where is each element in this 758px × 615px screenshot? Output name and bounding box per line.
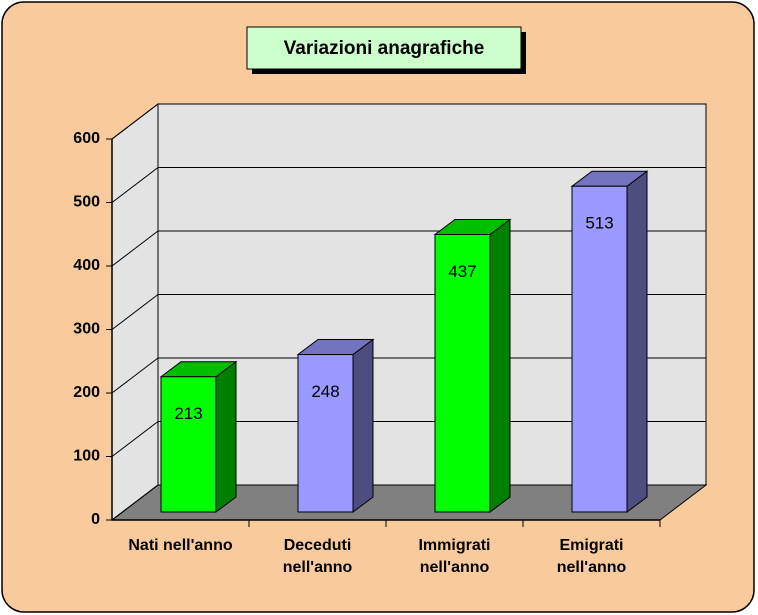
value-label: 437	[448, 262, 476, 281]
bar	[297, 354, 354, 513]
value-label: 213	[174, 404, 202, 423]
grid-line	[111, 294, 159, 330]
grid-line	[111, 357, 159, 394]
value-label: 513	[585, 214, 613, 233]
y-tick-label: 400	[73, 257, 100, 274]
bar-side	[626, 170, 648, 513]
grid-line	[111, 421, 159, 457]
y-tick-label: 300	[73, 321, 100, 338]
y-tick-label: 100	[73, 448, 100, 465]
bar-side	[489, 218, 511, 513]
x-tick-label: Nati nell'anno	[128, 537, 233, 554]
value-label: 248	[311, 382, 339, 401]
y-tick-label: 200	[73, 384, 100, 401]
x-tick-label: Deceduti nell'anno	[282, 537, 353, 576]
grid-line	[111, 167, 159, 203]
bar	[434, 234, 491, 513]
bar	[160, 376, 217, 513]
grid-line	[111, 484, 159, 521]
x-tick-label: Immigrati nell'anno	[418, 537, 491, 576]
grid-line	[111, 230, 159, 267]
title-box	[246, 26, 522, 70]
bar-side	[215, 360, 237, 513]
y-tick-label: 500	[73, 194, 100, 211]
bar-side	[352, 338, 374, 513]
y-tick-label: 0	[91, 511, 100, 528]
y-tick-label: 600	[73, 130, 100, 147]
chart-title: Variazioni anagrafiche	[284, 38, 485, 59]
bar	[571, 185, 628, 513]
grid-line	[111, 103, 159, 140]
x-tick-label: Emigrati nell'anno	[556, 537, 627, 576]
